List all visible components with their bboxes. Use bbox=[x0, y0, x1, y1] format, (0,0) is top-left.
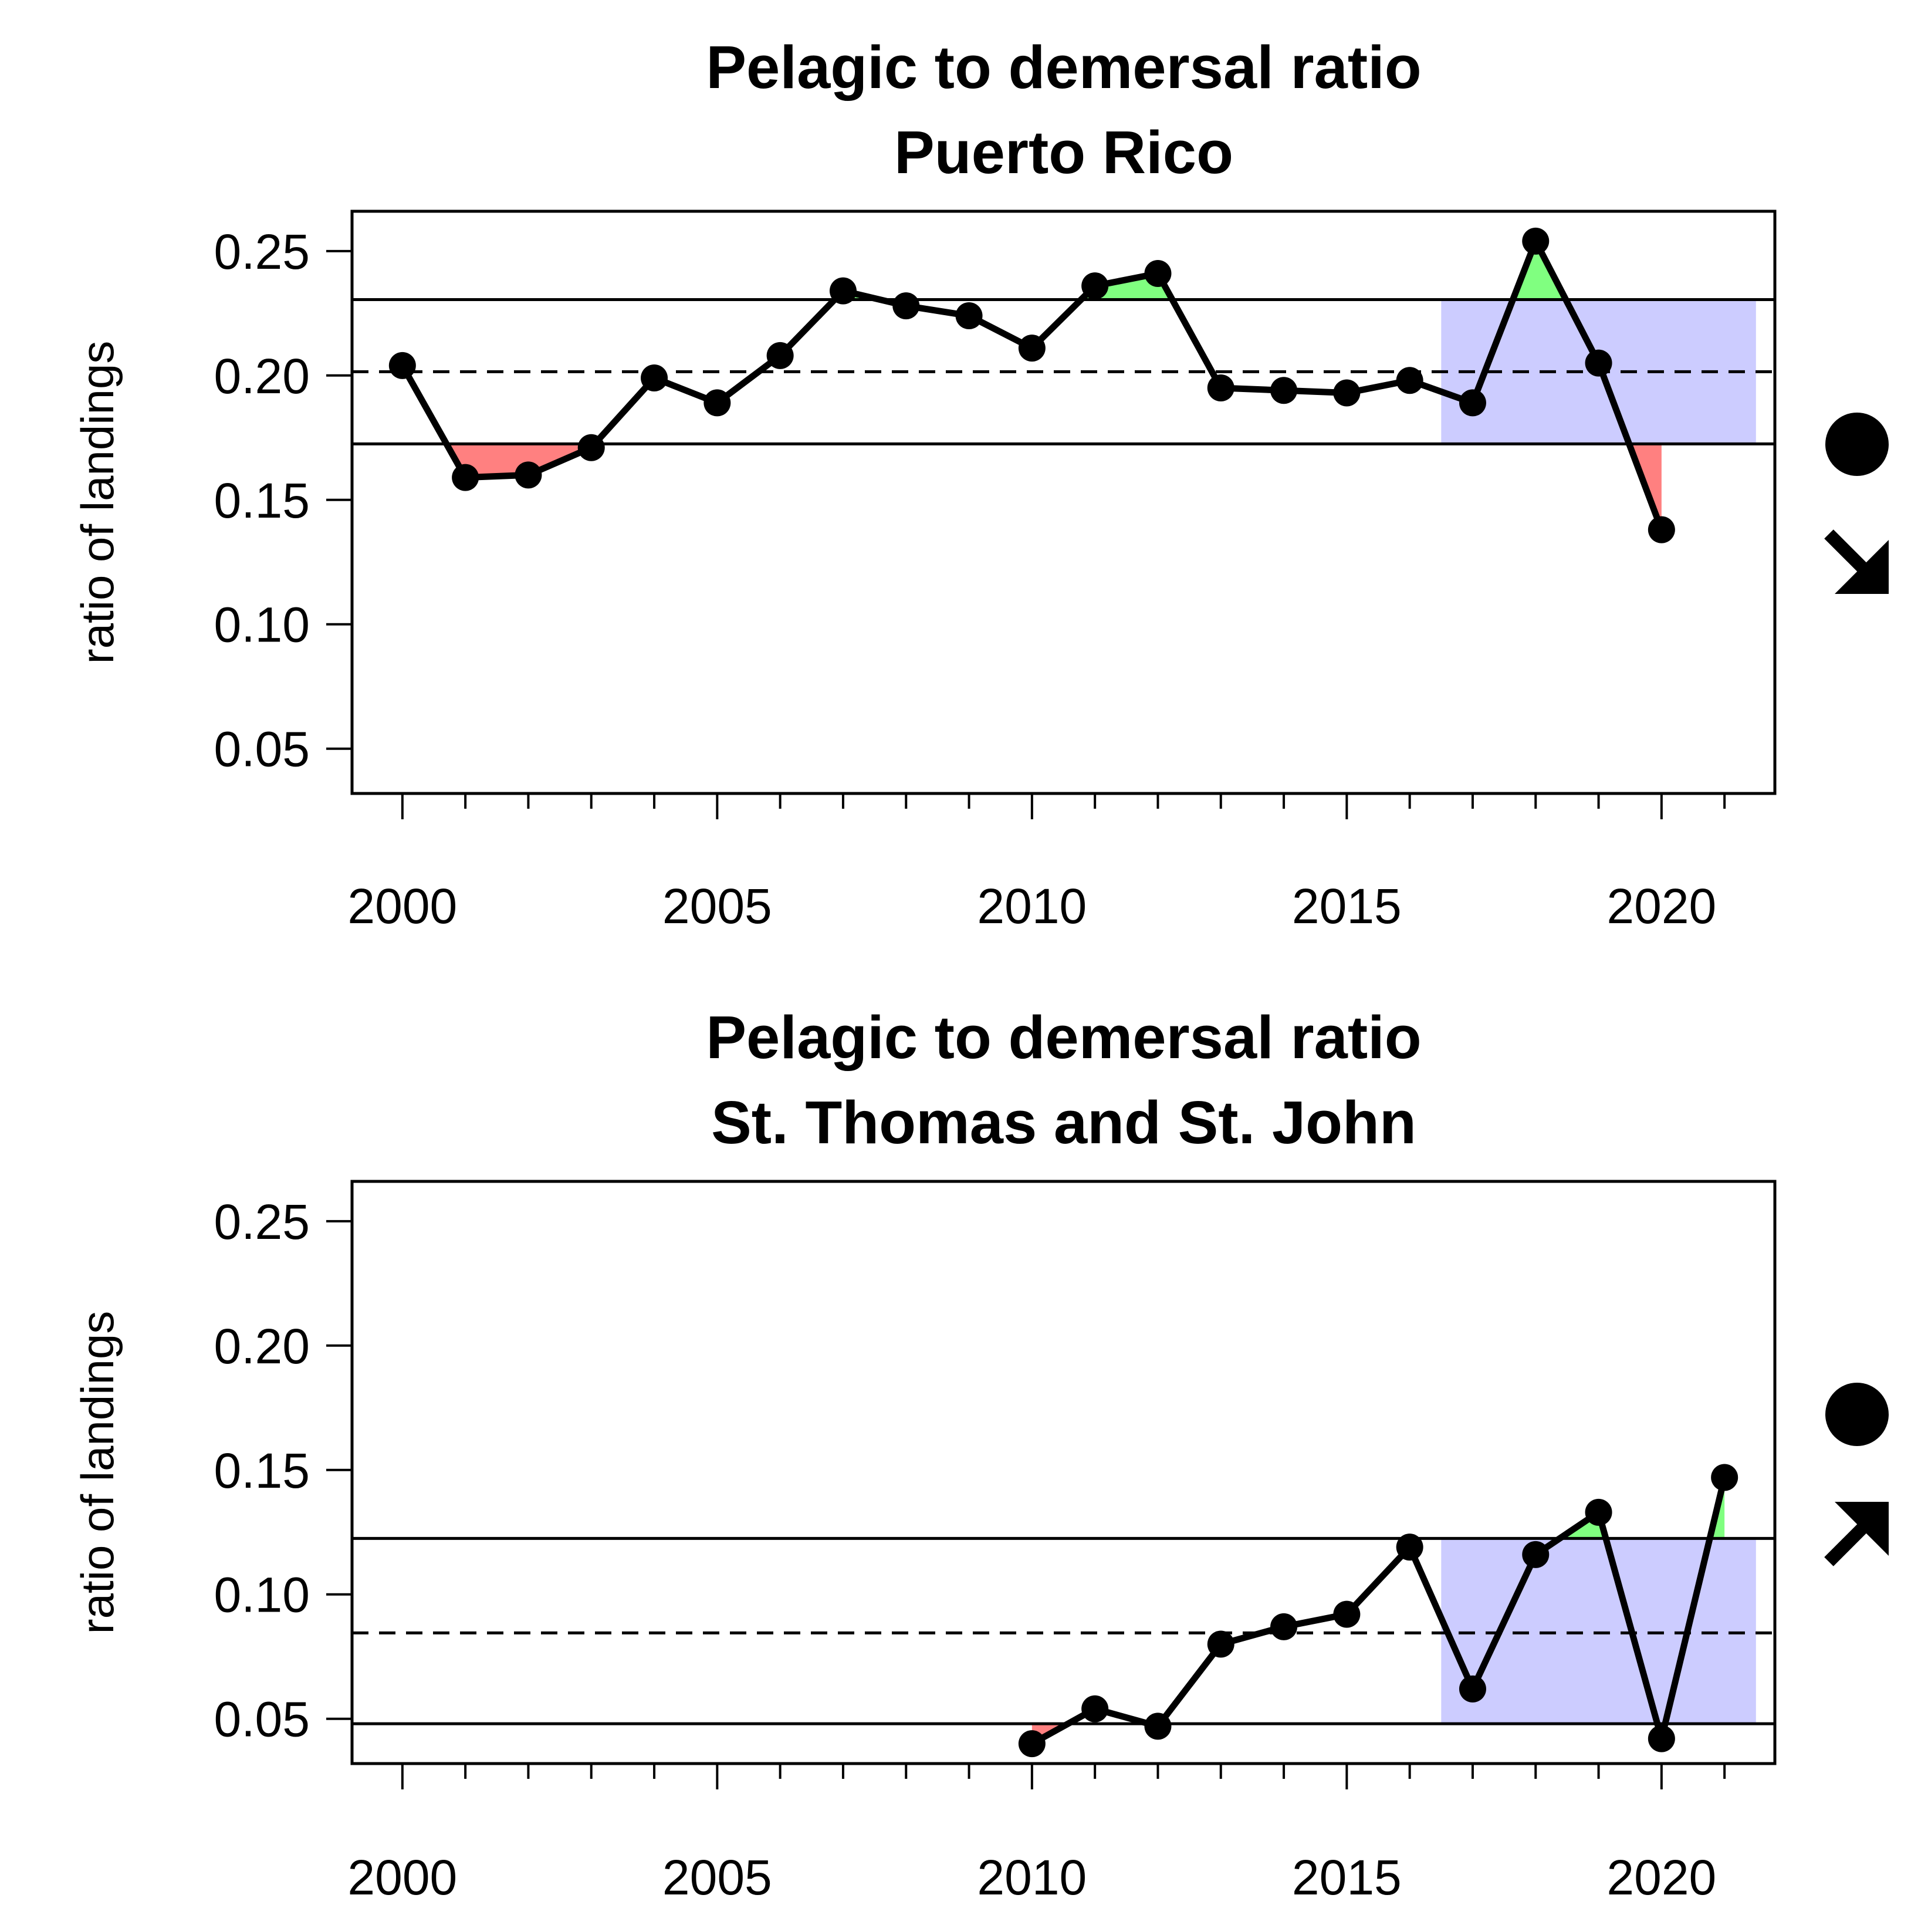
data-point bbox=[703, 389, 731, 417]
data-point bbox=[1081, 1695, 1109, 1722]
recent-window-layer bbox=[1441, 1538, 1756, 1724]
x-tick-label: 2010 bbox=[977, 879, 1087, 934]
status-symbols bbox=[1824, 1383, 1889, 1566]
y-tick-label: 0.25 bbox=[214, 1194, 310, 1249]
data-point bbox=[515, 461, 542, 489]
data-point bbox=[1270, 1613, 1298, 1640]
status-symbols bbox=[1824, 413, 1889, 594]
x-axis: 2000 2005 2010 2015 2020 bbox=[347, 792, 1726, 934]
mean-status-circle-icon bbox=[1825, 1383, 1889, 1446]
x-tick-label: 2005 bbox=[662, 879, 772, 934]
data-point bbox=[1585, 349, 1612, 377]
above-upper-fill bbox=[1513, 241, 1566, 300]
y-tick-label: 0.10 bbox=[214, 1568, 310, 1623]
data-point bbox=[1396, 367, 1423, 394]
data-point bbox=[641, 364, 668, 392]
y-tick-label: 0.15 bbox=[214, 1443, 310, 1498]
x-tick-label: 2020 bbox=[1606, 1850, 1716, 1905]
data-point bbox=[1648, 516, 1675, 543]
data-point bbox=[955, 302, 983, 330]
y-tick-label: 0.25 bbox=[214, 224, 310, 279]
y-tick-label: 0.10 bbox=[214, 597, 310, 653]
data-point bbox=[892, 292, 920, 320]
chart-subtitle: Puerto Rico bbox=[894, 119, 1233, 186]
data-point bbox=[1333, 379, 1361, 407]
data-point bbox=[1144, 1713, 1172, 1740]
data-point bbox=[766, 342, 794, 369]
arrow-up-right-icon-head bbox=[1835, 1502, 1889, 1556]
below-lower-fill bbox=[446, 444, 595, 478]
y-tick-label: 0.05 bbox=[214, 722, 310, 777]
mean-status-circle-icon bbox=[1825, 413, 1889, 476]
data-point bbox=[1648, 1725, 1675, 1752]
data-point bbox=[1459, 389, 1486, 417]
y-tick-label: 0.15 bbox=[214, 473, 310, 528]
series-points-layer bbox=[388, 227, 1675, 543]
data-point bbox=[452, 464, 479, 491]
x-tick-label: 2000 bbox=[347, 879, 457, 934]
y-axis-label: ratio of landings bbox=[72, 1311, 123, 1634]
series-points-layer bbox=[1018, 1464, 1738, 1758]
x-tick-label: 2010 bbox=[977, 1850, 1087, 1905]
x-tick-label: 2015 bbox=[1292, 879, 1402, 934]
chart-title: Pelagic to demersal ratio bbox=[706, 33, 1421, 101]
y-axis-label: ratio of landings bbox=[72, 341, 123, 664]
data-point bbox=[1144, 259, 1172, 287]
chart-panel-puerto-rico: Pelagic to demersal ratio Puerto Rico 0.… bbox=[72, 33, 1889, 934]
x-tick-label: 2020 bbox=[1606, 879, 1716, 934]
data-point bbox=[1522, 227, 1550, 255]
data-point bbox=[1459, 1675, 1486, 1703]
y-tick-label: 0.05 bbox=[214, 1692, 310, 1747]
data-point bbox=[1207, 374, 1234, 401]
y-tick-label: 0.20 bbox=[214, 1319, 310, 1374]
data-point bbox=[1711, 1464, 1738, 1491]
data-point bbox=[388, 352, 416, 379]
recent-period-shading bbox=[1441, 1538, 1756, 1724]
x-tick-label: 2005 bbox=[662, 1850, 772, 1905]
chart-panel-st-thomas-st-john: Pelagic to demersal ratio St. Thomas and… bbox=[72, 1004, 1889, 1905]
data-point bbox=[1081, 272, 1109, 300]
data-point bbox=[577, 434, 605, 461]
data-point bbox=[829, 277, 857, 305]
y-tick-label: 0.20 bbox=[214, 349, 310, 404]
x-tick-label: 2015 bbox=[1292, 1850, 1402, 1905]
data-point bbox=[1333, 1600, 1361, 1628]
x-axis: 2000 2005 2010 2015 2020 bbox=[347, 1762, 1726, 1905]
data-point bbox=[1270, 377, 1298, 404]
data-point bbox=[1396, 1534, 1423, 1561]
data-point bbox=[1018, 335, 1046, 362]
data-point bbox=[1585, 1498, 1612, 1526]
y-axis: 0.05 0.10 0.15 0.20 0.25 bbox=[214, 224, 353, 777]
x-tick-label: 2000 bbox=[347, 1850, 457, 1905]
data-point bbox=[1018, 1730, 1046, 1758]
data-point bbox=[1522, 1541, 1550, 1568]
arrow-down-right-icon-head bbox=[1835, 540, 1889, 594]
data-point bbox=[1207, 1630, 1234, 1658]
chart-subtitle: St. Thomas and St. John bbox=[711, 1089, 1416, 1156]
y-axis: 0.05 0.10 0.15 0.20 0.25 bbox=[214, 1194, 353, 1747]
chart-title: Pelagic to demersal ratio bbox=[706, 1004, 1421, 1071]
